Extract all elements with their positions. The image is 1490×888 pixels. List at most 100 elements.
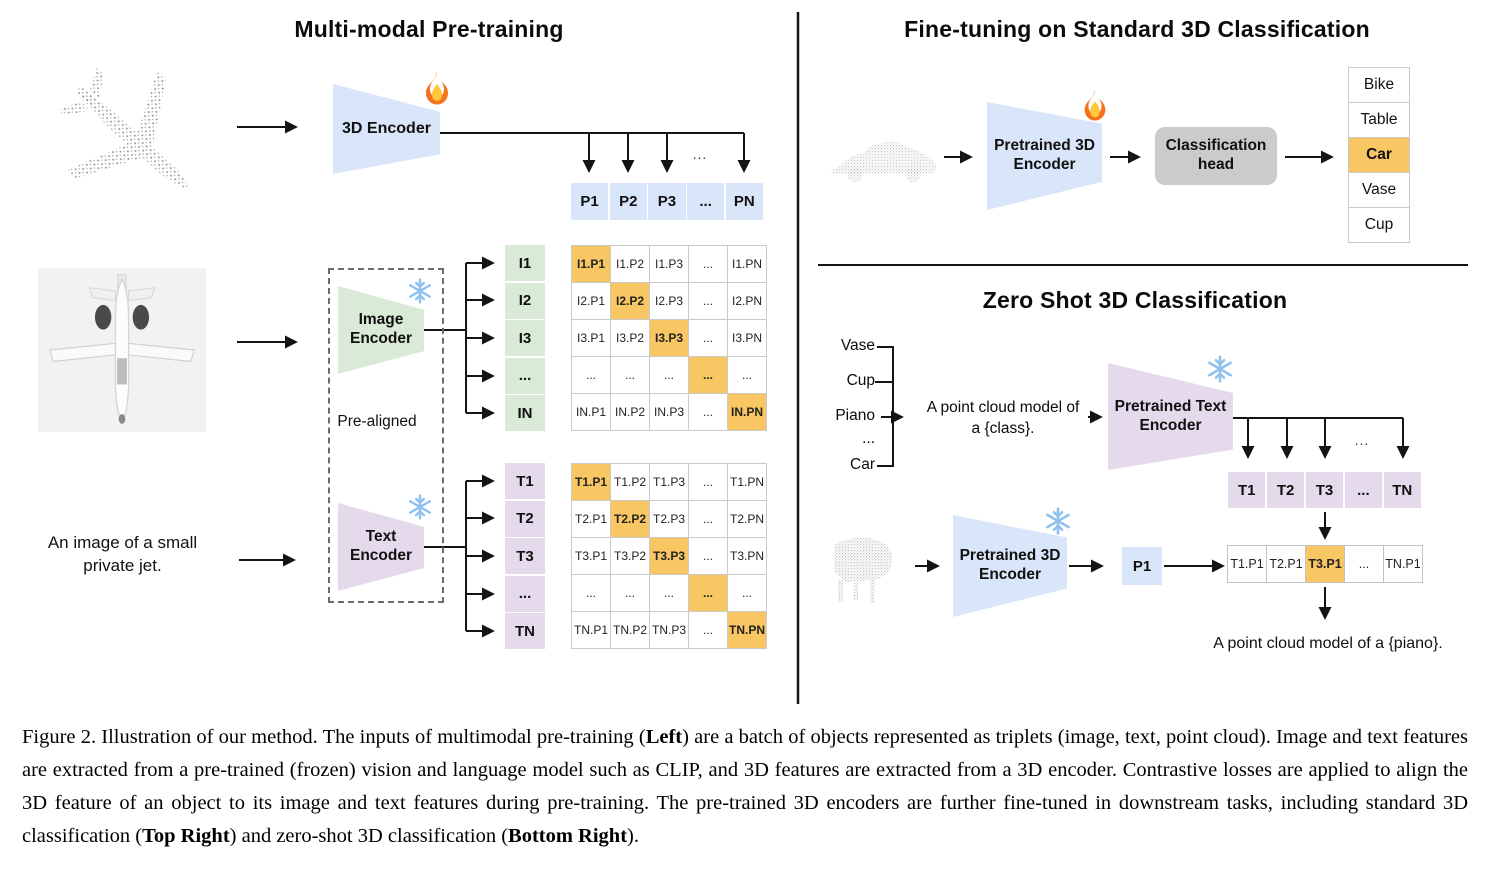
pretrained-text-encoder: Pretrained Text Encoder — [1108, 363, 1233, 470]
pre-aligned-box — [328, 268, 444, 603]
prompt-text: A point cloud model of a {class}. — [912, 397, 1094, 439]
matrix-cell: ... — [689, 538, 727, 574]
zeroshot-title: Zero Shot 3D Classification — [982, 287, 1288, 313]
input-text-line2: private jet. — [83, 556, 162, 575]
matrix-cell: ... — [728, 357, 766, 393]
t-label-cell: T1 — [505, 463, 545, 499]
class-cell: Bike — [1349, 68, 1409, 102]
sim-cell: T1.P1 — [1228, 546, 1266, 582]
class-word: Cup — [846, 372, 875, 389]
classification-head-label1: Classification — [1165, 137, 1267, 155]
t-cell: T1 — [1228, 472, 1266, 508]
p-cell: P2 — [609, 183, 647, 220]
i-label-cell: IN — [505, 395, 545, 431]
matrix-cell: T3.P3 — [650, 538, 688, 574]
pretrained-3d-encoder-label1: Pretrained 3D — [994, 137, 1095, 155]
matrix-cell: ... — [689, 320, 727, 356]
class-bracket — [877, 346, 894, 467]
matrix-cell: ... — [689, 394, 727, 430]
connector-lines — [237, 12, 1468, 704]
p-cell: ... — [687, 183, 725, 220]
matrix-cell: ... — [572, 575, 610, 611]
matrix-cell: TN.P1 — [572, 612, 610, 648]
t-label-cell: T2 — [505, 500, 545, 537]
pretrained-text-encoder-label2: Encoder — [1139, 416, 1202, 434]
t-cell: T2 — [1266, 472, 1305, 508]
matrix-cell: T1.PN — [728, 464, 766, 500]
caption-segment: ) and zero-shot 3D classification ( — [229, 825, 509, 847]
pretrained-3d-encoder-zs-label2: Encoder — [978, 566, 1041, 583]
image-encoder-label1: Image — [358, 311, 404, 329]
matrix-cell: T2.P3 — [650, 501, 688, 537]
snowflake-icon — [408, 494, 432, 520]
p1-feature-box: P1 — [1122, 547, 1162, 585]
matrix-cell: ... — [689, 464, 727, 500]
input-text-line1: An image of a small — [47, 533, 198, 552]
pretrained-text-encoder-label1: Pretrained Text — [1114, 397, 1227, 415]
ellipsis: ... — [692, 146, 708, 162]
zeroshot-result-text: A point cloud model of a {piano}. — [1213, 635, 1443, 652]
class-list: Bike Table Car Vase Cup — [1348, 67, 1410, 243]
matrix-cell: TN.PN — [728, 612, 766, 648]
p-cell: PN — [725, 183, 763, 220]
fire-icon — [1084, 89, 1106, 121]
pretrained-3d-encoder-label2: Encoder — [1013, 156, 1076, 173]
caption-segment: Figure 2. Illustration of our method. Th… — [22, 726, 646, 748]
t-label-cell: TN — [505, 613, 545, 649]
text-feature-row: T1 T2 T3 ... TN — [1228, 472, 1421, 508]
sim-cell: ... — [1345, 546, 1383, 582]
matrix-cell: I1.P1 — [572, 246, 610, 282]
matrix-cell: T1.P1 — [572, 464, 610, 500]
matrix-cell: IN.PN — [728, 394, 766, 430]
p-cell: P1 — [571, 183, 609, 220]
prompt-line2: a {class}. — [971, 420, 1035, 437]
class-cell-predicted: Car — [1349, 138, 1409, 172]
matrix-cell: ... — [572, 357, 610, 393]
text-point-similarity-matrix: T1.P1 T1.P2 T1.P3 ... T1.PN T2.P1 T2.P2 … — [571, 463, 767, 649]
piano-point-cloud — [834, 537, 893, 603]
pretrained-3d-encoder-zs-label1: Pretrained 3D — [959, 547, 1061, 565]
matrix-cell: ... — [689, 501, 727, 537]
matrix-cell: I1.P2 — [611, 246, 649, 282]
encoder-3d-label: 3D Encoder — [342, 120, 431, 138]
matrix-cell: T3.PN — [728, 538, 766, 574]
matrix-cell: ... — [611, 575, 649, 611]
ellipsis: ... — [1354, 432, 1370, 448]
text-encoder-label2: Encoder — [349, 547, 412, 564]
matrix-cell: ... — [689, 246, 727, 282]
caption-bold-bottom-right: Bottom Right — [508, 825, 628, 847]
pretraining-title: Multi-modal Pre-training — [294, 16, 564, 42]
caption-segment: ) are a batch of objects represented as … — [22, 726, 1469, 847]
class-cell: Cup — [1349, 208, 1409, 242]
prompt-line1: A point cloud model of — [926, 399, 1080, 416]
matrix-cell: T2.P2 — [611, 501, 649, 537]
image-point-similarity-matrix: I1.P1 I1.P2 I1.P3 ... I1.PN I2.P1 I2.P2 … — [571, 245, 767, 431]
snowflake-icon — [408, 278, 432, 304]
classification-head-label2: head — [1197, 156, 1235, 173]
matrix-cell: I2.P3 — [650, 283, 688, 319]
matrix-cell: ... — [689, 575, 727, 611]
class-cell: Vase — [1349, 173, 1409, 207]
matrix-cell: ... — [689, 283, 727, 319]
caption-bold-left: Left — [645, 726, 683, 748]
text-encoder-label1: Text — [365, 528, 397, 546]
caption-segment: ). — [627, 825, 639, 847]
class-word: Car — [850, 456, 875, 473]
matrix-cell: I2.P1 — [572, 283, 610, 319]
matrix-cell: I1.PN — [728, 246, 766, 282]
airplane-image-drawing — [49, 274, 195, 426]
matrix-cell: I3.P1 — [572, 320, 610, 356]
pre-aligned-label: Pre-aligned — [337, 413, 417, 430]
airplane-point-cloud — [58, 67, 190, 190]
i-label-cell: I3 — [505, 320, 545, 356]
matrix-cell: T3.P2 — [611, 538, 649, 574]
t-cell: ... — [1344, 472, 1383, 508]
i-label-cell: ... — [505, 357, 545, 394]
matrix-cell: I3.P2 — [611, 320, 649, 356]
class-cell: Table — [1349, 103, 1409, 137]
fire-icon — [426, 71, 448, 105]
classification-head: Classification head — [1155, 127, 1277, 185]
class-word-ellipsis: ... — [862, 430, 875, 447]
matrix-cell: ... — [650, 357, 688, 393]
image-feature-column: I1 I2 I3 ... IN — [505, 245, 545, 431]
